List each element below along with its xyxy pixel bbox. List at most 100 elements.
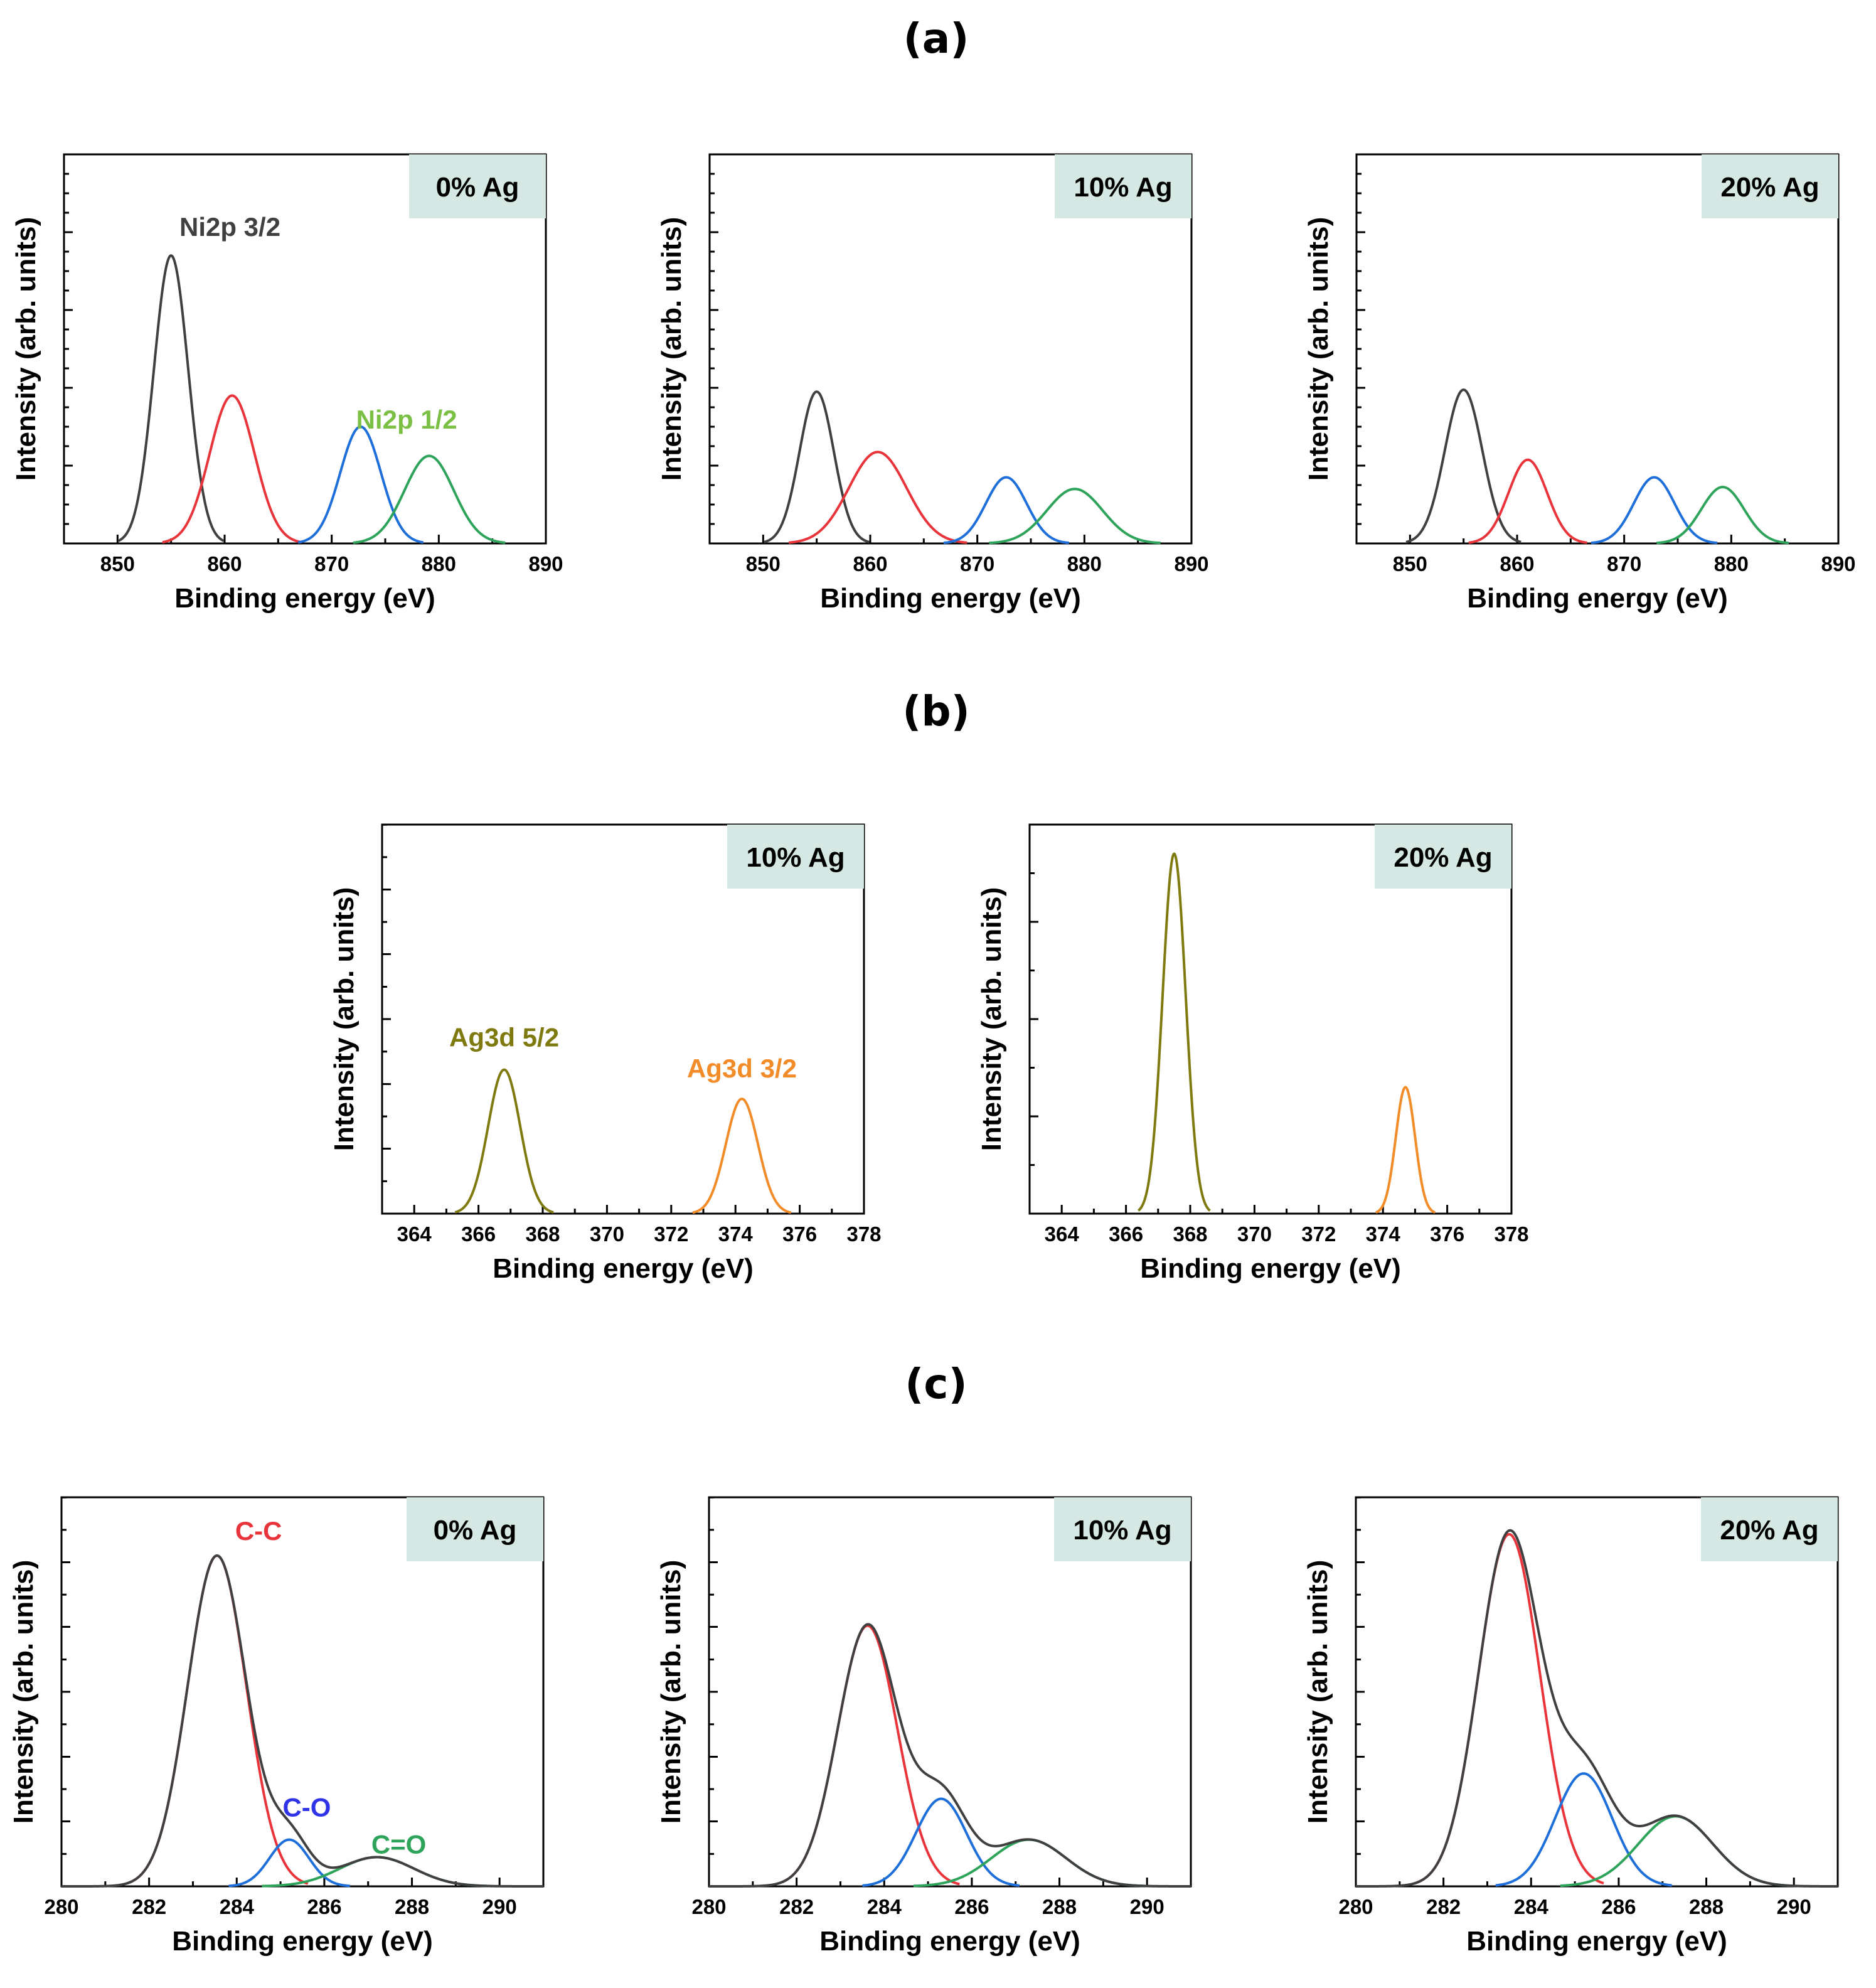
series-line-satellite-1-2 xyxy=(1656,486,1789,545)
series-line-ag3d-3-2 xyxy=(1375,1086,1436,1214)
x-tick-label: 880 xyxy=(1714,552,1749,575)
series-line-satellite-1-2 xyxy=(988,488,1161,545)
x-tick-label: 890 xyxy=(528,552,563,575)
x-tick-label: 372 xyxy=(1301,1222,1336,1246)
chart-c1: 280 282 284 286 288 290 Binding energy (eV) Int… xyxy=(8,1496,545,1957)
x-tick-label: 368 xyxy=(525,1222,560,1246)
x-tick-label: 374 xyxy=(1366,1222,1401,1246)
sample-badge-label: 10% Ag xyxy=(746,842,845,873)
y-axis-label: Intensity (arb. units) xyxy=(11,217,41,481)
series-line-ni2p-3-2 xyxy=(1405,388,1522,543)
x-tick-label: 890 xyxy=(1174,552,1208,575)
series-line-c-o xyxy=(861,1797,1020,1887)
y-axis-label: Intensity (arb. units) xyxy=(1303,1560,1333,1824)
sample-badge-label: 0% Ag xyxy=(436,172,520,203)
series-line-satellite-3-2 xyxy=(1468,458,1588,544)
x-tick-label: 366 xyxy=(461,1222,496,1246)
series-line-c-o xyxy=(228,1838,351,1888)
x-axis-label: Binding energy (eV) xyxy=(174,583,435,614)
x-axis-label: Binding energy (eV) xyxy=(493,1253,754,1284)
x-tick-label: 280 xyxy=(691,1895,726,1918)
x-axis-label: Binding energy (eV) xyxy=(819,1926,1080,1957)
x-tick-label: 282 xyxy=(132,1895,166,1918)
sample-badge-bg xyxy=(1054,1497,1191,1561)
x-tick-label: 288 xyxy=(1689,1895,1724,1918)
x-tick-label: 290 xyxy=(1777,1895,1811,1918)
series-line-ni2p-1-2 xyxy=(297,425,424,544)
peak-annotation: Ag3d 3/2 xyxy=(687,1054,797,1083)
series-line-c-o xyxy=(1495,1772,1673,1887)
sample-badge-label: 10% Ag xyxy=(1073,1515,1171,1546)
x-tick-label: 850 xyxy=(1393,552,1427,575)
x-tick-label: 284 xyxy=(1514,1895,1549,1918)
chart-a2: 850 860 870 880 890 Binding energy (eV) Intens… xyxy=(656,153,1209,614)
x-tick-label: 850 xyxy=(746,552,781,575)
series-line-satellite-3-2 xyxy=(161,394,302,544)
section-label-c: (c) xyxy=(905,1360,967,1408)
section-label-a: (a) xyxy=(903,14,969,63)
y-axis-label: Intensity (arb. units) xyxy=(329,887,360,1151)
sample-badge-label: 10% Ag xyxy=(1074,172,1172,203)
x-tick-label: 378 xyxy=(846,1222,881,1246)
chart-a1: 850 860 870 880 890 Binding energy (eV) Intens… xyxy=(11,153,563,614)
sample-badge-label: 20% Ag xyxy=(1394,842,1492,873)
x-tick-label: 368 xyxy=(1173,1222,1207,1246)
series-line-envelope xyxy=(1355,1529,1838,1888)
x-tick-label: 870 xyxy=(314,552,349,575)
charts-group: 850 860 870 880 890 Binding energy (eV) Intens… xyxy=(8,153,1856,1957)
peak-annotation: C=O xyxy=(371,1829,427,1859)
series-line-ag3d-3-2 xyxy=(691,1098,792,1214)
chart-a3: 850 860 870 880 890 Binding energy (eV) Intens… xyxy=(1303,153,1856,614)
series-line-ag3d-5-2 xyxy=(454,1068,555,1214)
sample-badge-bg xyxy=(407,1497,543,1561)
x-tick-label: 372 xyxy=(654,1222,688,1246)
series-line-ag3d-5-2 xyxy=(1138,852,1211,1212)
peak-annotation: C-C xyxy=(235,1516,282,1546)
x-tick-label: 364 xyxy=(1045,1222,1080,1246)
peak-annotation: Ni2p 3/2 xyxy=(179,212,280,242)
x-tick-label: 284 xyxy=(867,1895,902,1918)
sample-badge-label: 20% Ag xyxy=(1720,172,1819,203)
chart-b2: 364 366 368 370 372 374 376 378 Binding energy (… xyxy=(976,823,1529,1284)
x-tick-label: 364 xyxy=(397,1222,432,1246)
x-tick-label: 378 xyxy=(1494,1222,1528,1246)
x-tick-label: 890 xyxy=(1821,552,1855,575)
x-tick-label: 860 xyxy=(853,552,887,575)
sample-badge-bg xyxy=(1701,1497,1838,1561)
x-tick-label: 284 xyxy=(220,1895,255,1918)
x-tick-label: 860 xyxy=(207,552,242,575)
x-axis-label: Binding energy (eV) xyxy=(1140,1253,1401,1284)
sample-badge-bg xyxy=(727,825,864,889)
x-axis-label: Binding energy (eV) xyxy=(172,1926,433,1957)
x-tick-label: 290 xyxy=(1130,1895,1165,1918)
series-line-satellite-3-2 xyxy=(788,451,968,544)
x-tick-label: 280 xyxy=(1338,1895,1373,1918)
series-line-ni2p-3-2 xyxy=(763,390,870,543)
x-tick-label: 870 xyxy=(1607,552,1641,575)
chart-c3: 280 282 284 286 288 290 Binding energy (eV) Int… xyxy=(1303,1496,1839,1957)
y-axis-label: Intensity (arb. units) xyxy=(656,1560,686,1824)
sample-badge-bg xyxy=(1055,154,1191,218)
x-tick-label: 286 xyxy=(1601,1895,1636,1918)
y-axis-label: Intensity (arb. units) xyxy=(8,1560,39,1824)
x-tick-label: 880 xyxy=(1067,552,1102,575)
x-tick-label: 880 xyxy=(422,552,456,575)
x-tick-label: 366 xyxy=(1109,1222,1143,1246)
x-tick-label: 288 xyxy=(1042,1895,1077,1918)
sample-badge-bg xyxy=(1375,825,1511,889)
section-label-b: (b) xyxy=(902,687,970,735)
x-tick-label: 280 xyxy=(44,1895,78,1918)
y-axis-label: Intensity (arb. units) xyxy=(976,887,1007,1151)
x-tick-label: 374 xyxy=(718,1222,754,1246)
x-tick-label: 860 xyxy=(1500,552,1534,575)
y-axis-label: Intensity (arb. units) xyxy=(656,217,687,481)
x-axis-label: Binding energy (eV) xyxy=(1467,583,1728,614)
x-tick-label: 376 xyxy=(1430,1222,1464,1246)
x-tick-label: 290 xyxy=(482,1895,517,1918)
chart-b1: 364 366 368 370 372 374 376 378 Binding energy (… xyxy=(329,823,882,1284)
x-tick-label: 286 xyxy=(307,1895,341,1918)
x-tick-label: 370 xyxy=(1237,1222,1272,1246)
x-axis-label: Binding energy (eV) xyxy=(820,583,1081,614)
sample-badge-label: 0% Ag xyxy=(434,1515,517,1546)
